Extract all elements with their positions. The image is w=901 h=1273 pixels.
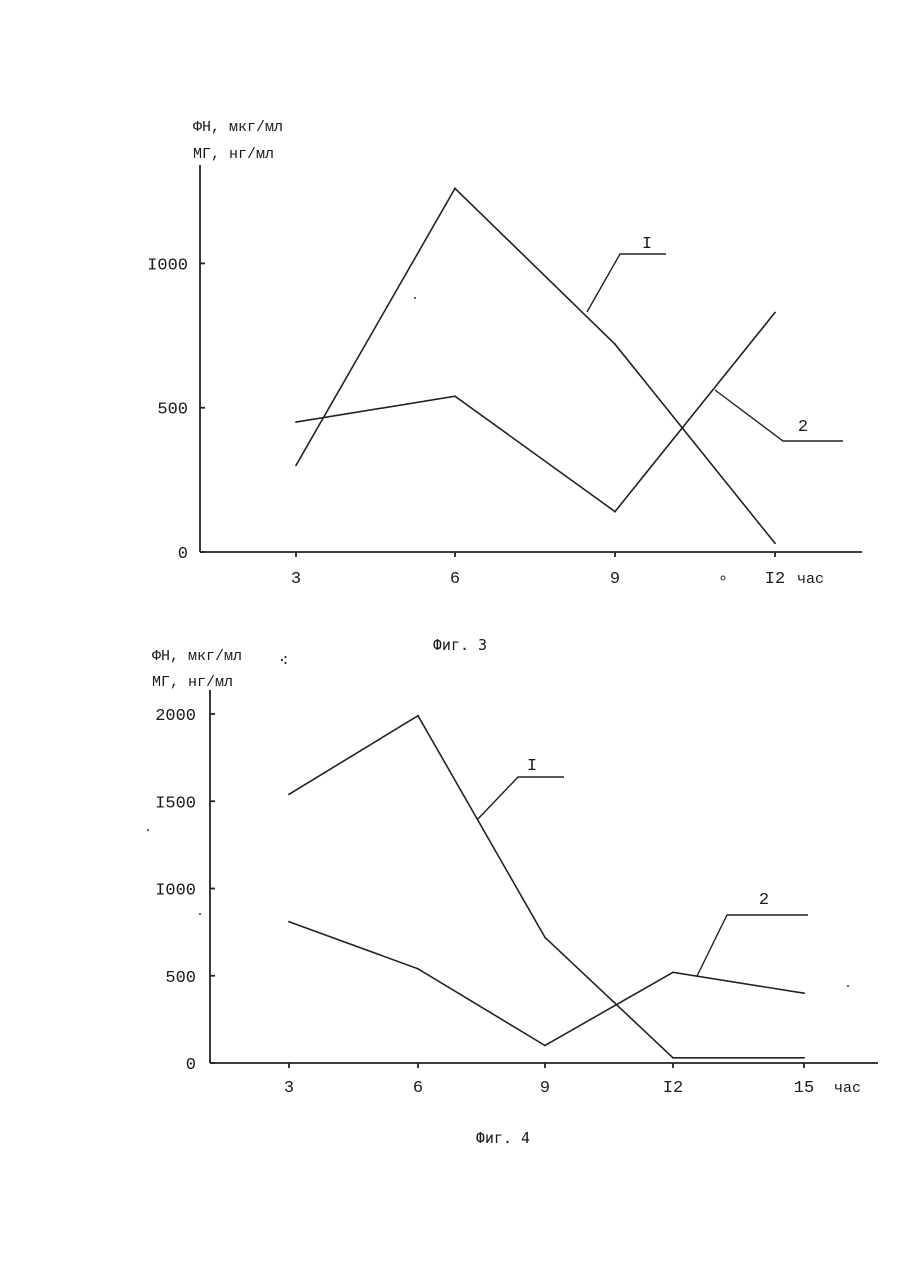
- stray-colon-mark: :: [281, 652, 290, 669]
- series-leader-line: [477, 777, 564, 820]
- chart-figure-4: ФН, мкг/млМГ, нг/мл0500I000I5002000369I2…: [147, 648, 878, 1147]
- x-tick-label: 9: [540, 1079, 550, 1098]
- x-tick-label: I2: [663, 1079, 683, 1098]
- scan-speck: [721, 576, 725, 580]
- x-axis-unit-label: час: [834, 1080, 861, 1097]
- x-tick-label: 3: [291, 570, 301, 589]
- y-tick-label: I000: [147, 256, 188, 275]
- data-point: [417, 715, 419, 717]
- y-tick-label: 0: [178, 545, 188, 564]
- y-tick-label: I000: [155, 882, 196, 901]
- chart-figure-3: ФН, мкг/млМГ, нг/мл0500I000369I2часI2Фиг…: [147, 119, 862, 654]
- y-axis-title-line: МГ, нг/мл: [193, 146, 274, 163]
- y-axis-title-line: ФН, мкг/мл: [193, 119, 283, 136]
- data-point: [288, 793, 290, 795]
- series-label: 2: [759, 891, 769, 910]
- series-line-I: [296, 188, 775, 543]
- series-line-I: [289, 716, 804, 1058]
- data-point: [544, 1045, 546, 1047]
- data-point: [803, 992, 805, 994]
- x-tick-label: 15: [794, 1079, 814, 1098]
- series-leader-line: [715, 390, 843, 441]
- series-label: I: [642, 235, 652, 254]
- scan-speck: [199, 913, 201, 915]
- figure-caption: Фиг. 4: [476, 1129, 530, 1147]
- data-point: [672, 1057, 674, 1059]
- data-point: [288, 921, 290, 923]
- series-leader-line: [587, 254, 666, 312]
- x-tick-label: I2: [765, 570, 785, 589]
- scan-speck: [147, 829, 149, 831]
- x-tick-label: 3: [284, 1079, 294, 1098]
- data-point: [295, 421, 297, 423]
- y-tick-label: 0: [186, 1056, 196, 1075]
- y-tick-label: 500: [165, 969, 196, 988]
- x-tick-label: 6: [450, 570, 460, 589]
- data-point: [803, 1057, 805, 1059]
- y-axis-title-line: ФН, мкг/мл: [152, 648, 242, 665]
- x-axis-unit-label: час: [797, 571, 824, 588]
- figure-caption: Фиг. 3: [433, 636, 487, 654]
- data-point: [544, 937, 546, 939]
- x-tick-label: 6: [413, 1079, 423, 1098]
- series-line-2: [289, 922, 804, 1046]
- data-point: [295, 465, 297, 467]
- data-point: [417, 968, 419, 970]
- scan-speck: [414, 297, 416, 299]
- x-tick-label: 9: [610, 570, 620, 589]
- scan-speck: [847, 985, 849, 987]
- data-point: [614, 511, 616, 513]
- y-tick-label: 500: [157, 401, 188, 420]
- data-point: [774, 312, 776, 314]
- data-point: [454, 188, 456, 190]
- series-label: I: [527, 757, 537, 776]
- series-line-2: [296, 313, 775, 512]
- data-point: [454, 395, 456, 397]
- series-label: 2: [798, 418, 808, 437]
- y-tick-label: 2000: [155, 707, 196, 726]
- series-leader-line: [697, 915, 808, 976]
- data-point: [774, 542, 776, 544]
- y-tick-label: I500: [155, 794, 196, 813]
- data-point: [614, 343, 616, 345]
- data-point: [672, 971, 674, 973]
- y-axis-title-line: МГ, нг/мл: [152, 674, 233, 691]
